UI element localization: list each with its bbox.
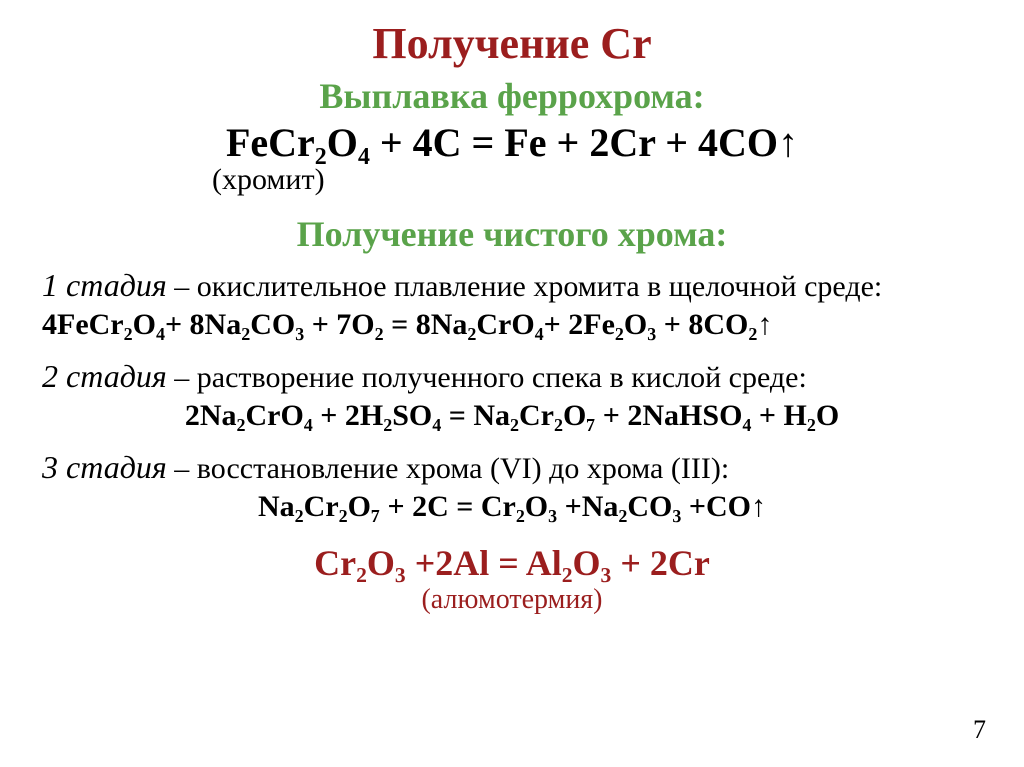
stage3-label: 3 стадия — [42, 449, 167, 485]
stage2-desc: – растворение полученного спека в кислой… — [167, 361, 807, 394]
stage1-equation: 4FeCr₂O₄+ 8Na₂CO₃ + 7O₂ = 8Na₂CrO₄+ 2Fe₂… — [42, 308, 982, 342]
subtitle-ferrochrome: Выплавка феррохрома: — [42, 75, 982, 117]
final-equation: Cr₂O₃ +2Al = Al₂O₃ + 2Cr — [42, 542, 982, 584]
stage1-label: 1 стадия — [42, 267, 167, 303]
stage3-line: 3 стадия – восстановление хрома (VI) до … — [42, 449, 982, 486]
subtitle-pure-chromium: Получение чистого хрома: — [42, 213, 982, 255]
page-number: 7 — [973, 715, 986, 745]
stage1-desc: – окислительное плавление хромита в щело… — [167, 270, 883, 303]
final-note: (алюмотермия) — [42, 584, 982, 616]
stage3-desc: – восстановление хрома (VI) до хрома (II… — [167, 452, 729, 485]
slide-container: Получение Cr Выплавка феррохрома: FeCr₂O… — [0, 0, 1024, 767]
page-title: Получение Cr — [42, 18, 982, 69]
stage3-equation: Na₂Cr₂O₇ + 2C = Cr₂O₃ +Na₂CO₃ +CO↑ — [42, 490, 982, 524]
stage2-line: 2 стадия – растворение полученного спека… — [42, 358, 982, 395]
equation-ferrochrome: FeCr₂O₄ + 4C = Fe + 2Cr + 4CO↑ — [42, 121, 982, 165]
chromite-label: (хромит) — [42, 163, 982, 197]
stage2-label: 2 стадия — [42, 358, 167, 394]
stage2-equation: 2Na₂CrO₄ + 2H₂SO₄ = Na₂Cr₂O₇ + 2NaHSO₄ +… — [42, 399, 982, 433]
stage1-line: 1 стадия – окислительное плавление хроми… — [42, 267, 982, 304]
